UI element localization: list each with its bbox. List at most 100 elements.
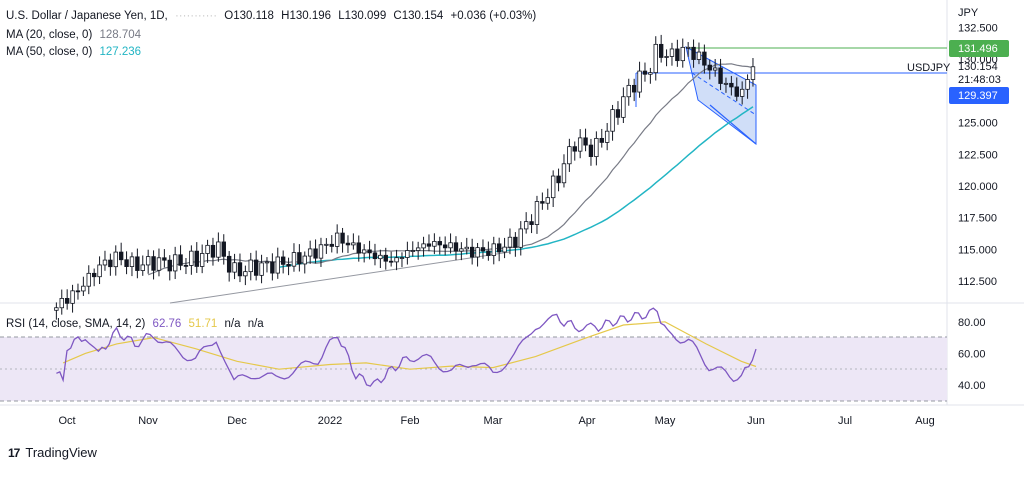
candle-body <box>729 82 734 88</box>
candle-body <box>194 250 199 267</box>
ohlc-open: O130.118 <box>224 10 274 22</box>
candle-body <box>81 285 86 292</box>
candle-body <box>442 244 448 249</box>
candle-body <box>356 242 361 254</box>
candle-body <box>545 197 550 204</box>
candle-body <box>280 256 286 265</box>
candle-body <box>318 244 324 259</box>
candle-body <box>248 259 253 273</box>
candle-body <box>415 247 421 251</box>
candle-body <box>324 243 329 246</box>
candle-body <box>64 298 70 304</box>
ohlc-high: H130.196 <box>281 10 332 22</box>
candle-body <box>286 263 291 267</box>
candle-body <box>685 46 691 49</box>
candle-body <box>70 290 75 304</box>
y-tick-label: 130.000 <box>958 54 998 66</box>
candle-body <box>199 253 205 267</box>
currency-label: JPY <box>958 7 979 19</box>
rsi-line[interactable] <box>56 307 757 387</box>
candle-body <box>237 262 243 277</box>
candle-body <box>486 250 491 256</box>
candle-body <box>135 256 140 271</box>
candle-body <box>610 109 615 132</box>
candle-body <box>151 256 156 271</box>
candle-body <box>124 259 129 267</box>
candle-body <box>243 271 248 277</box>
candle-body <box>448 242 453 249</box>
y-tick-label: 117.500 <box>958 213 997 225</box>
ma20-label: MA (20, close, 0) <box>6 29 93 41</box>
candle-body <box>513 236 518 248</box>
candle-body <box>216 241 221 258</box>
candle-body <box>189 250 194 266</box>
x-tick-label: Jul <box>838 415 852 427</box>
main-legend[interactable]: U.S. Dollar / Japanese Yen, 1D, ········… <box>6 9 540 23</box>
rsi-axis-ticks: 80.00 60.00 40.00 <box>958 317 986 392</box>
candle-body <box>388 260 394 263</box>
candle-body <box>302 255 307 265</box>
candle-body <box>567 146 572 165</box>
candle-body <box>59 298 64 309</box>
footer-brand[interactable]: 17 TradingView <box>8 445 97 460</box>
x-tick-label: Mar <box>484 415 503 427</box>
bar-countdown: 21:48:03 <box>958 74 1001 86</box>
y-tick-label: 120.000 <box>958 181 998 193</box>
candle-body <box>313 248 318 259</box>
badge-blue-bg <box>949 87 1009 104</box>
candles[interactable] <box>54 34 756 320</box>
candle-body <box>691 46 696 60</box>
candle-body <box>372 252 378 260</box>
candle-body <box>594 137 599 157</box>
tradingview-logo-icon: 17 <box>8 445 20 460</box>
candle-body <box>615 109 621 118</box>
rsi-pane[interactable] <box>0 336 947 402</box>
ma20-legend[interactable]: MA (20, close, 0) 128.704 <box>6 28 145 42</box>
rsi-na-1: n/a <box>224 318 241 330</box>
ma50-legend[interactable]: MA (50, close, 0) 127.236 <box>6 45 145 59</box>
candle-body <box>367 249 372 254</box>
candle-body <box>491 243 496 256</box>
candle-body <box>734 86 739 97</box>
candle-body <box>399 257 405 259</box>
candle-body <box>572 146 577 152</box>
rsi-sma-value: 51.71 <box>188 318 218 330</box>
candle-body <box>464 246 469 250</box>
candle-body <box>172 254 178 272</box>
candle-body <box>275 256 280 274</box>
channel-midline <box>691 72 757 116</box>
candle-body <box>270 261 275 274</box>
candle-body <box>91 272 97 278</box>
badge-blue-value: 129.397 <box>958 90 998 102</box>
candle-body <box>626 84 631 98</box>
rsi-value: 62.76 <box>152 318 182 330</box>
candle-body <box>291 252 297 267</box>
candle-body <box>518 228 523 248</box>
candle-body <box>648 72 653 75</box>
x-axis-ticks: Oct Nov Dec 2022 Feb Mar Apr May Jun Jul Aug <box>58 415 934 427</box>
ma50-value: 127.236 <box>99 46 142 58</box>
candle-body <box>140 264 145 271</box>
symbol-label: U.S. Dollar / Japanese Yen, 1D, <box>6 10 168 22</box>
candle-body <box>588 144 594 157</box>
candle-body <box>421 243 426 249</box>
candle-body <box>307 248 313 257</box>
candle-body <box>183 264 189 267</box>
candle-body <box>583 137 588 146</box>
candle-body <box>502 246 507 253</box>
rsi-tick-label: 80.00 <box>958 317 986 329</box>
candle-body <box>108 259 113 268</box>
candle-body <box>351 242 356 246</box>
ma20-value: 128.704 <box>99 29 142 41</box>
candle-body <box>496 243 502 253</box>
rsi-legend[interactable]: RSI (14, close, SMA, 14, 2) 62.76 51.71 … <box>6 317 268 331</box>
candle-body <box>297 252 302 265</box>
x-tick-label: Apr <box>578 415 595 427</box>
y-tick-label: 115.000 <box>958 244 997 256</box>
candle-body <box>54 307 59 311</box>
candle-body <box>507 236 513 248</box>
candle-body <box>718 67 723 84</box>
trendline-gray[interactable] <box>169 251 511 304</box>
